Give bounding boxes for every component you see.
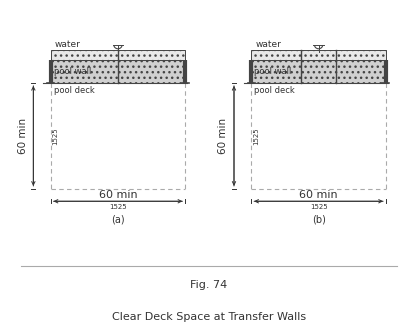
Text: pool deck: pool deck [254,86,295,95]
Text: (b): (b) [312,215,326,225]
Text: 60 min: 60 min [99,190,137,200]
Text: 1525: 1525 [310,204,327,210]
Bar [51,50,185,60]
Text: 60 min: 60 min [18,118,28,154]
Text: 60 min: 60 min [299,190,338,200]
Text: water: water [54,40,80,49]
Text: pool wall: pool wall [54,67,91,76]
Bar [251,50,386,60]
Text: Fig. 74: Fig. 74 [190,280,228,290]
Text: water: water [255,40,281,49]
Text: 1525: 1525 [253,127,259,145]
Text: 1525: 1525 [53,127,59,145]
Text: pool deck: pool deck [54,86,94,95]
Bar [51,50,185,60]
Text: pool wall: pool wall [254,67,292,76]
Text: 1525: 1525 [109,204,127,210]
Text: Clear Deck Space at Transfer Walls: Clear Deck Space at Transfer Walls [112,312,306,322]
Bar [251,60,386,83]
Bar [251,50,386,60]
Text: (a): (a) [111,215,125,225]
Bar [51,60,185,83]
Text: 60 min: 60 min [219,118,228,154]
